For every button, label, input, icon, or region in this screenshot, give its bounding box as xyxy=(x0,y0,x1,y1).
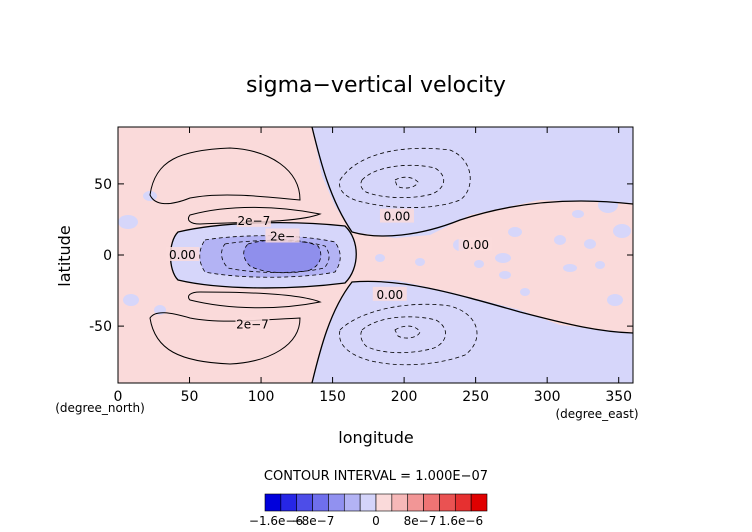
negative-patch xyxy=(584,239,596,249)
negative-region-south xyxy=(312,280,633,383)
negative-patch xyxy=(595,261,605,269)
negative-patch xyxy=(474,260,484,268)
negative-contour-north-2 xyxy=(360,164,445,199)
y-tick-label: -50 xyxy=(89,319,112,335)
negative-core xyxy=(243,239,321,273)
colorbar-swatch xyxy=(343,493,361,512)
y-axis-ticks: -50 0 50 xyxy=(89,177,633,335)
colorbar-swatch xyxy=(454,493,472,512)
negative-patch xyxy=(598,197,618,213)
zero-contour-south xyxy=(311,280,633,383)
x-tick-label: 250 xyxy=(462,389,489,405)
colorbar-tick-label: 0 xyxy=(372,514,380,528)
colorbar-swatch xyxy=(470,493,488,512)
y-unit-label: (degree_north) xyxy=(55,401,145,415)
x-tick-label: 200 xyxy=(391,389,418,405)
x-tick-label: 150 xyxy=(319,389,346,405)
y-tick-label: 50 xyxy=(94,177,112,193)
x-tick-label: 100 xyxy=(248,389,275,405)
negative-contour-3 xyxy=(243,239,322,274)
negative-contour-north-1 xyxy=(339,147,471,208)
negative-patch xyxy=(554,235,566,245)
negative-contour-south-1 xyxy=(339,303,478,366)
negative-patch xyxy=(415,258,425,266)
contour-label: 0.00 xyxy=(462,238,489,252)
colorbar-swatch xyxy=(391,493,409,512)
colorbar-ticks: −1.6e−6−8e−7 0 8e−7 1.6e−6 xyxy=(249,514,483,528)
negative-contour-south-2 xyxy=(360,316,446,354)
contour-label: 0.00 xyxy=(384,210,411,224)
contour-label: 2e−7 xyxy=(238,214,271,228)
colorbar-tick-label: −1.6e−6 xyxy=(249,514,303,528)
colorbar-swatch xyxy=(280,493,298,512)
x-axis-label: longitude xyxy=(338,428,413,447)
x-tick-label: 50 xyxy=(181,389,199,405)
negative-patch xyxy=(613,224,631,238)
negative-patch xyxy=(607,294,623,306)
negative-contour-south-3 xyxy=(394,325,421,339)
x-unit-label: (degree_east) xyxy=(555,407,638,421)
colorbar-swatch xyxy=(359,493,377,512)
contour-interval: CONTOUR INTERVAL = 1.000E−07 xyxy=(264,469,488,484)
negative-patch xyxy=(572,210,584,218)
colorbar xyxy=(264,493,488,512)
negative-patch xyxy=(563,264,577,272)
negative-contour-north-3 xyxy=(394,176,419,189)
negative-patch xyxy=(123,294,139,306)
negative-contour-2 xyxy=(221,240,330,273)
x-tick-label: 0 xyxy=(114,389,123,405)
colorbar-swatch xyxy=(439,493,456,512)
contour-label: 2e−7 xyxy=(236,318,269,332)
plot-area: 2e−7 2e− 0.00 0.00 0.00 0.00 2e−7 xyxy=(117,126,634,384)
contour-label: 2e− xyxy=(270,230,295,244)
positive-contour-north xyxy=(149,147,301,205)
negative-patch xyxy=(520,288,530,296)
colorbar-swatch xyxy=(264,493,282,512)
colorbar-swatch xyxy=(328,493,345,512)
colorbar-tick-label: −8e−7 xyxy=(292,514,335,528)
negative-patch xyxy=(508,227,522,237)
chart-title: sigma−vertical velocity xyxy=(246,73,506,98)
contour-label: 0.00 xyxy=(376,288,403,302)
positive-contour-2e7-north xyxy=(187,206,322,225)
y-tick-label: 0 xyxy=(103,248,112,264)
negative-patch xyxy=(118,215,138,229)
negative-patch xyxy=(375,254,385,262)
colorbar-swatch xyxy=(407,493,424,512)
colorbar-swatch xyxy=(423,493,440,512)
x-tick-label: 350 xyxy=(605,389,632,405)
y-axis-label: latitude xyxy=(55,225,74,286)
x-tick-label: 300 xyxy=(534,389,561,405)
x-axis-ticks: 0 50 100 150 200 250 300 350 xyxy=(114,127,632,405)
colorbar-swatch xyxy=(296,493,313,512)
zero-contour-north xyxy=(311,127,633,237)
contour-label: 0.00 xyxy=(169,248,196,262)
colorbar-swatch xyxy=(312,493,329,512)
colorbar-swatch xyxy=(375,493,393,512)
colorbar-tick-label: 1.6e−6 xyxy=(439,514,483,528)
positive-contour-2e7-south xyxy=(187,291,322,309)
negative-patch xyxy=(499,271,511,279)
colorbar-tick-label: 8e−7 xyxy=(404,514,437,528)
negative-patch xyxy=(495,253,511,263)
positive-contour-south xyxy=(149,312,301,365)
